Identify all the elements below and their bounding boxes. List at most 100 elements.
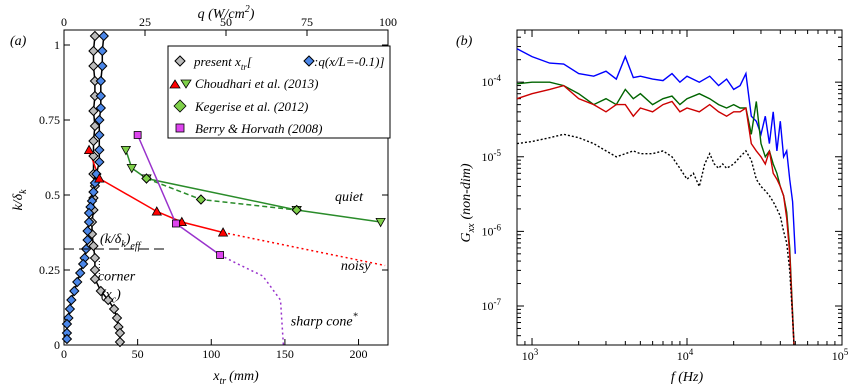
choudhari-noisy-point <box>94 173 105 183</box>
x2-tick-label-a: 25 <box>139 15 151 29</box>
x-tick-label-b-exp: 3 <box>534 347 539 357</box>
choudhari-noisy-point <box>151 206 162 216</box>
y-axis-title-a-main: k/δ <box>11 193 26 210</box>
x-tick-label-b: 104 <box>677 347 694 363</box>
y-tick-label-b-exp: -4 <box>494 73 502 83</box>
q-point <box>77 258 89 270</box>
q-point <box>88 186 99 198</box>
keff-label: (k/δk)eff <box>100 232 142 252</box>
y-axis-title-a-sub: k <box>18 189 29 194</box>
x-tick-label-b-base: 10 <box>677 349 689 363</box>
berry-point <box>216 251 225 259</box>
y-tick-label-b-base: 10 <box>482 75 494 89</box>
noisy-label: noisy <box>341 259 371 274</box>
x-tick-label-b-base: 10 <box>832 349 844 363</box>
y-tick-label-b: 10-7 <box>482 297 502 313</box>
legend-q-marker <box>303 55 315 67</box>
q-point <box>69 285 80 297</box>
x-tick-label-b: 103 <box>522 347 539 363</box>
present-xtr-point <box>88 135 99 147</box>
top-axis-title: q (W/cm2) <box>198 4 255 22</box>
q-point <box>61 318 73 330</box>
present-xtr-point <box>89 120 101 132</box>
q-point <box>66 294 77 306</box>
berry-line <box>136 134 221 256</box>
kegerise-point <box>141 173 152 184</box>
legend-berry-text: Berry & Horvath (2008) <box>195 121 322 136</box>
quiet-label: quiet <box>335 190 364 205</box>
y-axis-title-a: k/δk <box>11 189 29 211</box>
y-tick-label-b: 10-5 <box>482 148 502 164</box>
y-tick-label-b: 10-4 <box>482 73 502 89</box>
choudhari-noisy-point <box>217 227 229 237</box>
legend-present-sub: tr <box>241 62 248 72</box>
choudhari-quiet-point <box>120 146 132 156</box>
top-axis-title-sup: 2 <box>245 4 250 15</box>
present-xtr-point <box>89 30 101 42</box>
q-point <box>97 45 108 57</box>
q-point <box>94 156 105 168</box>
keff-label-sub: k <box>121 239 126 250</box>
x-tick-label-b-base: 10 <box>522 349 534 363</box>
legend-kegerise-text: Kegerise et al. (2012) <box>194 99 308 114</box>
present-xtr-point <box>89 273 101 285</box>
x2-tick-label-a: 100 <box>379 15 397 29</box>
plot-frame-b <box>516 29 843 346</box>
y-tick-label-a: 0.25 <box>39 263 60 277</box>
present-xtr-point <box>88 240 99 252</box>
spectrum-black-line <box>516 133 795 346</box>
y-axis-title-b: Gxx (non-dim) <box>459 163 477 242</box>
y-tick-label-b-exp: -5 <box>494 148 502 158</box>
y-tick-label-b-exp: -6 <box>494 222 502 232</box>
y-axis-title-b-main: G <box>459 232 474 242</box>
top-axis-title-main: q (W/cm <box>198 7 245 22</box>
choudhari-noisy-point <box>83 144 95 154</box>
x-tick-label-b: 105 <box>832 347 849 363</box>
q-point <box>82 225 93 237</box>
q-point <box>95 90 107 102</box>
panel-b-series <box>516 48 796 346</box>
present-xtr-point <box>88 45 99 57</box>
q-point <box>94 129 105 141</box>
x-tick-label-a: 0 <box>61 347 67 361</box>
legend-choudhari-up-marker <box>169 79 181 89</box>
berry-point <box>172 219 180 228</box>
panel-a-legend: present xtr[ :q(x/L=-0.1)] Choudhari et … <box>167 45 391 139</box>
present-xtr-point <box>114 327 126 339</box>
legend-kegerise-marker <box>173 99 187 113</box>
y-tick-label-b-exp: -7 <box>494 297 502 307</box>
keff-label-main: (k/δ <box>100 232 122 247</box>
q-point <box>98 30 109 42</box>
keff-label-tail: ) <box>125 232 131 247</box>
y-tick-label-b-base: 10 <box>482 224 494 238</box>
y-tick-label-b-base: 10 <box>482 150 494 164</box>
corner-symbol-tail: ) <box>115 288 121 303</box>
legend-present-text: present xtr[ <box>193 54 253 72</box>
x2-tick-label-a: 0 <box>61 15 67 29</box>
spectrum-blue-line <box>516 48 796 254</box>
x-axis-title-b: f (Hz) <box>671 370 704 385</box>
spectrum-green-line <box>516 81 795 346</box>
berry-extrapolation <box>219 254 285 346</box>
y-axis-title-b-sub: xx <box>466 223 477 233</box>
x-axis-title-a-sub: tr <box>220 376 227 387</box>
q-point <box>61 333 73 345</box>
x-axis-title-a: xtr (mm) <box>212 369 259 387</box>
sharp-cone-main: sharp cone <box>291 315 353 330</box>
y-tick-label-b-base: 10 <box>482 299 494 313</box>
legend-present-main: present x <box>193 54 241 69</box>
x-tick-label-b-exp: 4 <box>689 347 694 357</box>
choudhari-quiet-point <box>375 218 386 228</box>
present-xtr-point <box>88 60 99 72</box>
q-point <box>64 303 76 315</box>
sharp-cone-label: sharp cone* <box>291 312 358 330</box>
legend-box <box>167 45 391 139</box>
x2-tick-label-a: 75 <box>301 15 313 29</box>
q-point <box>89 177 101 189</box>
present-xtr-point <box>88 105 99 117</box>
q-point <box>74 267 86 279</box>
panel-a-label: (a) <box>10 34 27 49</box>
panel-b-label: (b) <box>456 34 473 49</box>
x-tick-label-a: 200 <box>350 347 368 361</box>
